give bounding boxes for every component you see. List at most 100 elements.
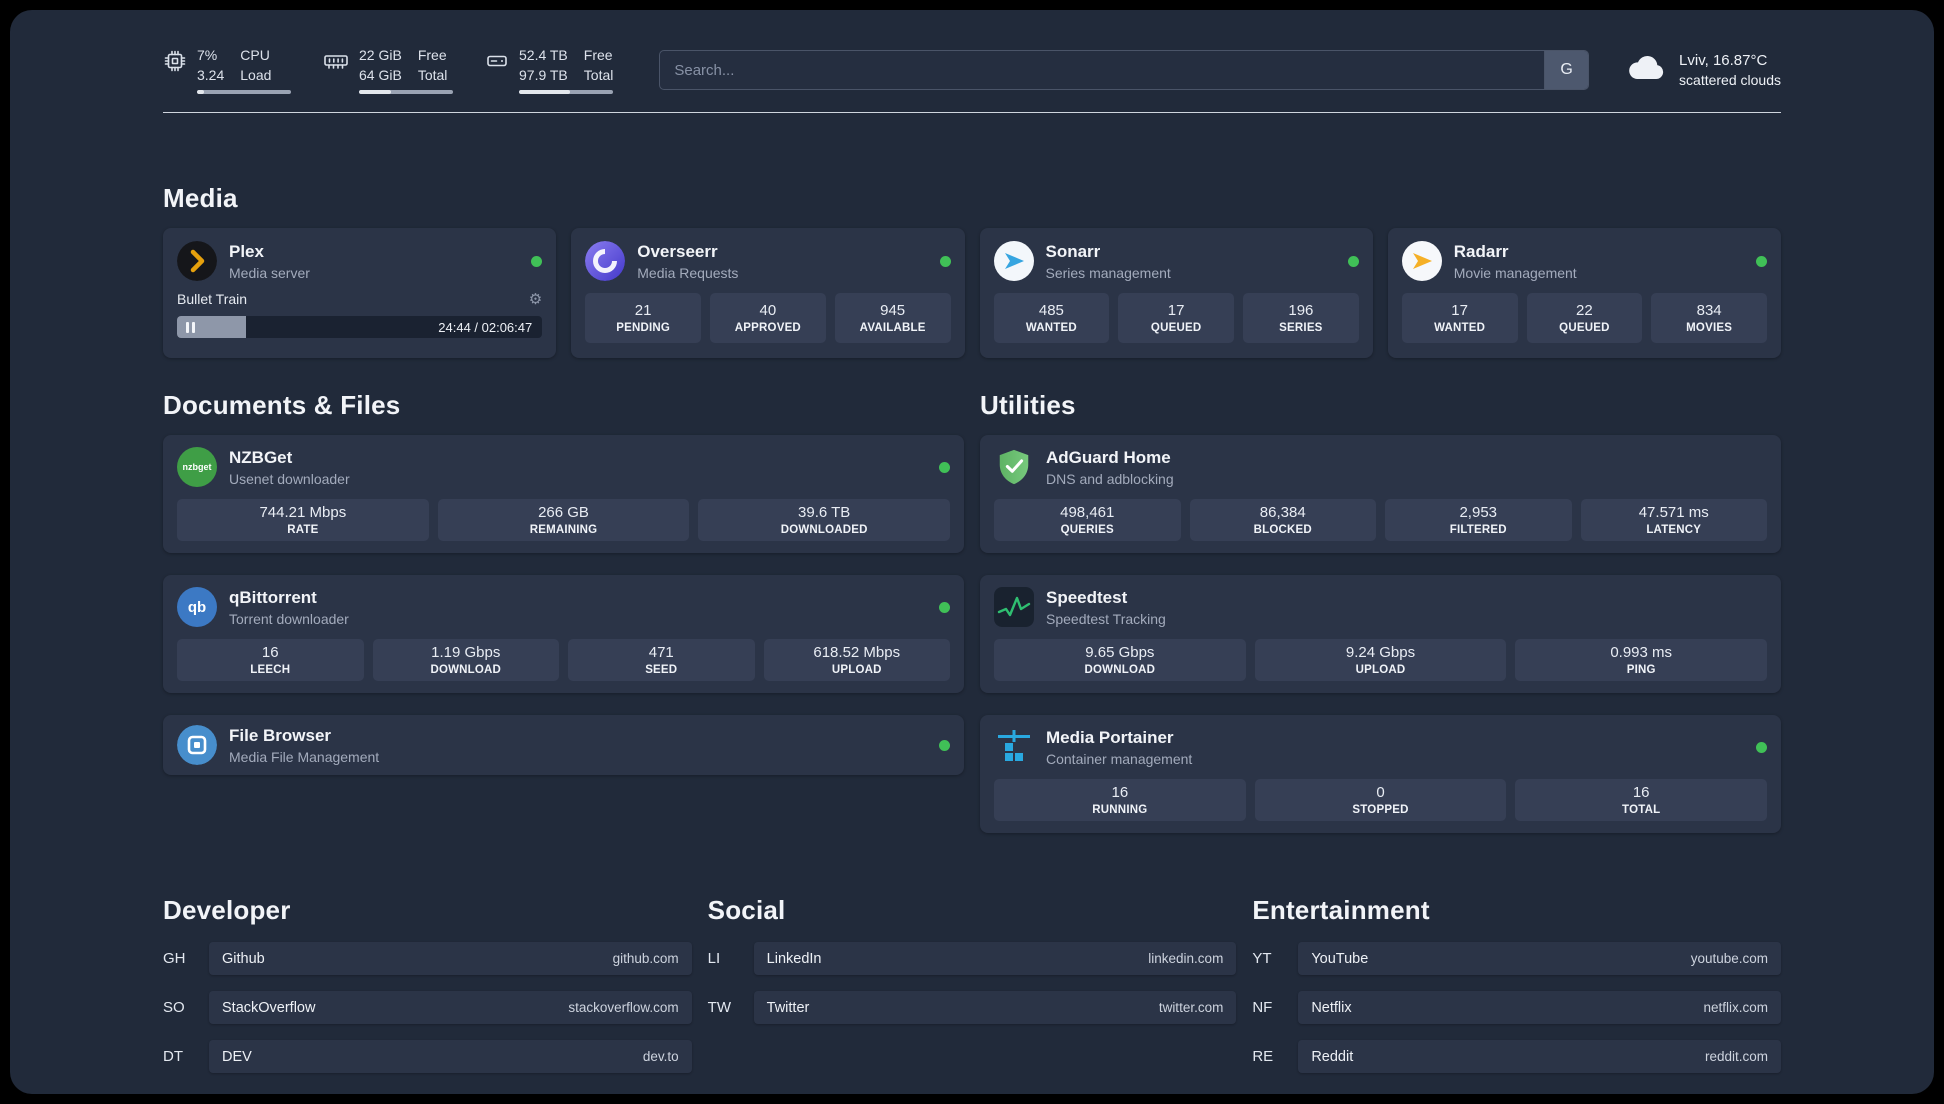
bookmark-link-netflix[interactable]: Netflix netflix.com xyxy=(1298,991,1781,1025)
stat-queued: 22 QUEUED xyxy=(1526,293,1643,344)
stat-series: 196 SERIES xyxy=(1243,293,1359,344)
app-title: Plex xyxy=(229,241,264,261)
stat-total: 16 TOTAL xyxy=(1515,779,1768,822)
stat-stopped: 0 STOPPED xyxy=(1254,779,1507,822)
section-documents: Documents & Files nzbget NZBGet Usenet d… xyxy=(163,390,964,833)
disk-free: 52.4 TB xyxy=(519,47,568,63)
bookmark-row: DT DEV dev.to xyxy=(163,1040,692,1074)
app-card-filebrowser[interactable]: File Browser Media File Management xyxy=(163,715,964,776)
nzbget-icon: nzbget xyxy=(177,447,217,488)
ram-usage-bar xyxy=(359,90,453,95)
app-title: Speedtest xyxy=(1046,587,1128,607)
documents-section-title: Documents & Files xyxy=(163,390,401,421)
content: 7% 3.24 CPU Load xyxy=(163,10,1781,1074)
stat-seed: 471 SEED xyxy=(568,639,755,682)
app-card-sonarr[interactable]: Sonarr Series management 485 WANTED 17 Q… xyxy=(979,228,1373,359)
cpu-icon xyxy=(163,49,187,78)
bookmark-link-linkedin[interactable]: LinkedIn linkedin.com xyxy=(753,942,1237,976)
bookmark-abbr: NF xyxy=(1252,999,1273,1017)
status-dot xyxy=(1347,255,1359,267)
playback-time: 24:44 / 02:06:47 xyxy=(438,319,533,335)
radarr-icon xyxy=(1401,241,1442,282)
weather-location: Lviv, 16.87°C xyxy=(1679,51,1768,69)
bookmark-abbr: LI xyxy=(707,950,721,968)
stat-queued: 17 QUEUED xyxy=(1118,293,1234,344)
cpu-load-value: 3.24 xyxy=(197,67,225,84)
app-subtitle: Series management xyxy=(1045,265,1171,282)
bookmark-link-dev[interactable]: DEV dev.to xyxy=(209,1040,692,1074)
ram-free: 22 GiB xyxy=(359,47,402,63)
portainer-icon xyxy=(994,727,1034,767)
section-media: Media Plex Media server xyxy=(163,183,1781,359)
stat-latency: 47.571 ms LATENCY xyxy=(1580,499,1767,542)
social-section-title: Social xyxy=(707,895,786,926)
cpu-label-2: Load xyxy=(240,67,272,84)
status-dot xyxy=(531,255,543,267)
app-card-portainer[interactable]: Media Portainer Container management 16 … xyxy=(980,715,1781,834)
now-playing-title: Bullet Train xyxy=(177,291,248,308)
app-title: Overseerr xyxy=(637,241,718,261)
settings-gear-icon[interactable]: ⚙ xyxy=(528,291,543,309)
qbittorrent-icon: qb xyxy=(177,587,217,628)
bookmark-row: NF Netflix netflix.com xyxy=(1252,991,1781,1025)
adguard-icon xyxy=(994,447,1034,487)
bookmark-row: LI LinkedIn linkedin.com xyxy=(707,942,1237,976)
bookmark-link-youtube[interactable]: YouTube youtube.com xyxy=(1298,942,1781,976)
status-dot xyxy=(939,255,951,267)
app-card-qbittorrent[interactable]: qb qBittorrent Torrent downloader 16 xyxy=(163,575,964,694)
bookmark-abbr: SO xyxy=(163,999,185,1017)
app-card-adguard[interactable]: AdGuard Home DNS and adblocking 498,461 … xyxy=(980,435,1781,554)
search-engine-button[interactable]: G xyxy=(1544,51,1589,90)
dashboard-frame: 7% 3.24 CPU Load xyxy=(10,10,1934,1094)
cpu-label-1: CPU xyxy=(240,47,270,63)
bookmark-row: RE Reddit reddit.com xyxy=(1252,1040,1781,1074)
cpu-usage-bar xyxy=(197,90,291,95)
bookmark-link-reddit[interactable]: Reddit reddit.com xyxy=(1298,1040,1781,1074)
status-dot xyxy=(939,461,950,473)
bookmark-abbr: RE xyxy=(1252,1048,1274,1066)
pause-icon[interactable] xyxy=(186,321,195,333)
search-input[interactable] xyxy=(660,51,1545,90)
bookmark-link-twitter[interactable]: Twitter twitter.com xyxy=(753,991,1237,1025)
disk-widget: 52.4 TB 97.9 TB Free Total xyxy=(485,46,614,95)
bookmark-link-github[interactable]: Github github.com xyxy=(209,942,692,976)
filebrowser-icon xyxy=(177,725,217,766)
stat-rate: 744.21 Mbps RATE xyxy=(177,499,429,542)
ram-readout: 22 GiB 64 GiB Free Total xyxy=(359,46,453,95)
bookmark-abbr: GH xyxy=(163,950,186,968)
weather-widget: Lviv, 16.87°C scattered clouds xyxy=(1627,51,1781,90)
cpu-widget: 7% 3.24 CPU Load xyxy=(163,46,291,95)
app-card-overseerr[interactable]: Overseerr Media Requests 21 PENDING 40 A… xyxy=(571,228,965,359)
app-card-nzbget[interactable]: nzbget NZBGet Usenet downloader 744.21 M… xyxy=(163,435,964,554)
bookmark-row: YT YouTube youtube.com xyxy=(1252,942,1781,976)
stat-queries: 498,461 QUERIES xyxy=(994,499,1181,542)
stat-wanted: 485 WANTED xyxy=(993,293,1110,344)
stat-download: 1.19 Gbps DOWNLOAD xyxy=(372,639,559,682)
app-subtitle: Movie management xyxy=(1453,265,1577,282)
app-card-speedtest[interactable]: Speedtest Speedtest Tracking 9.65 Gbps D… xyxy=(980,575,1781,694)
bookmark-link-stackoverflow[interactable]: StackOverflow stackoverflow.com xyxy=(209,991,692,1025)
disk-readout: 52.4 TB 97.9 TB Free Total xyxy=(519,46,614,95)
overseerr-icon xyxy=(585,241,626,282)
status-dot xyxy=(1756,255,1767,267)
ram-total: 64 GiB xyxy=(359,67,402,84)
app-subtitle: Media File Management xyxy=(229,749,380,766)
app-card-radarr[interactable]: Radarr Movie management 17 WANTED 22 QUE… xyxy=(1387,228,1781,359)
bookmark-group-developer: Developer GH Github github.com SO StackO… xyxy=(163,895,692,1074)
disk-label-2: Total xyxy=(583,67,614,84)
weather-condition: scattered clouds xyxy=(1679,71,1781,88)
app-title: Radarr xyxy=(1453,241,1509,261)
app-card-plex[interactable]: Plex Media server Bullet Train ⚙ 24:44 /… xyxy=(163,228,557,359)
stat-upload: 9.24 Gbps UPLOAD xyxy=(1254,639,1507,682)
status-dot xyxy=(939,601,950,613)
app-title: Sonarr xyxy=(1045,241,1101,261)
playback-progress-bar[interactable]: 24:44 / 02:06:47 xyxy=(177,316,543,339)
media-grid: Plex Media server Bullet Train ⚙ 24:44 /… xyxy=(163,228,1781,359)
status-dot xyxy=(939,739,950,751)
cpu-percent: 7% xyxy=(197,47,218,63)
speedtest-icon xyxy=(994,587,1034,628)
bookmark-group-entertainment: Entertainment YT YouTube youtube.com NF … xyxy=(1252,895,1781,1074)
bookmark-abbr: TW xyxy=(707,999,731,1017)
memory-icon xyxy=(323,49,349,78)
bookmark-abbr: DT xyxy=(163,1048,183,1066)
